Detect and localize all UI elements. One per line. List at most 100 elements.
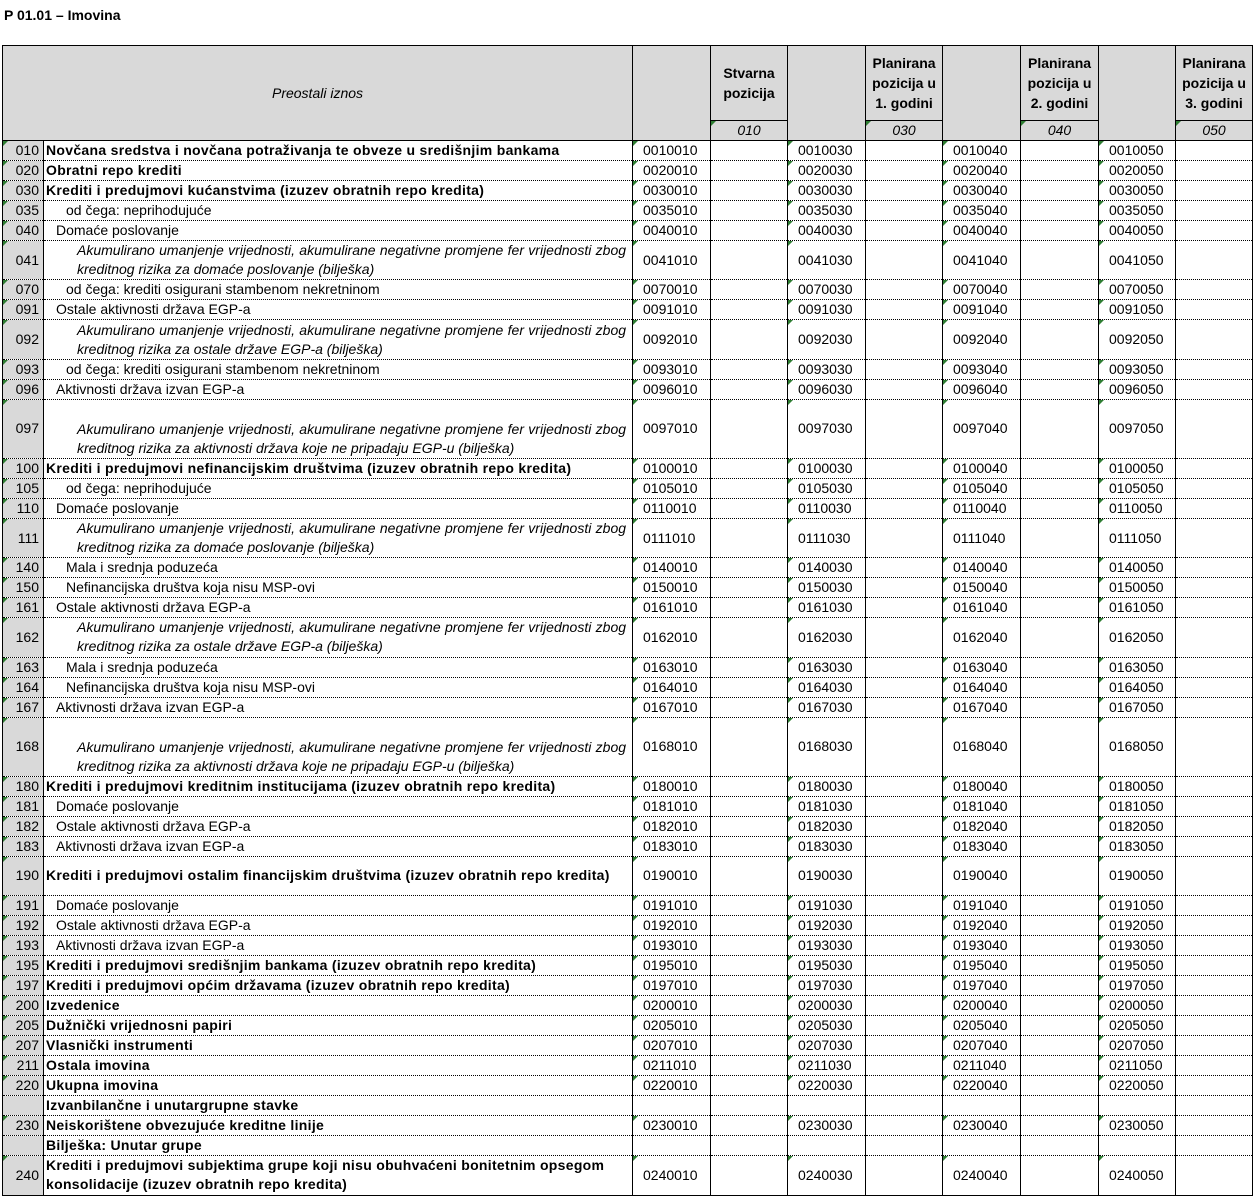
- value-cell: [1020, 319, 1100, 360]
- row-label: Akumulirano umanjenje vrijednosti, akumu…: [42, 617, 634, 658]
- value-cell: [710, 220, 789, 241]
- value-cell: [1020, 279, 1100, 301]
- cell-code: 0180010: [632, 776, 712, 797]
- cell-code: 0191050: [1098, 895, 1177, 917]
- cell-code: 0161040: [942, 597, 1022, 619]
- value-cell: [1020, 995, 1100, 1017]
- value-cell: [1175, 597, 1254, 619]
- value-cell: [710, 776, 789, 797]
- cell-code: 0040030: [787, 220, 867, 241]
- cell-code: 0111050: [1098, 518, 1177, 559]
- cell-blank: [1098, 1135, 1177, 1157]
- value-cell: [710, 180, 789, 201]
- cell-code: 0093050: [1098, 359, 1177, 380]
- value-cell: [710, 299, 789, 321]
- cell-code: 0167040: [942, 697, 1022, 718]
- table-row: 150 Nefinancijska društva koja nisu MSP-o…: [2, 577, 1254, 599]
- value-cell: [865, 697, 944, 718]
- table-row: 167 Aktivnosti država izvan EGP-a 0167010 0…: [2, 697, 1254, 718]
- header-code-column: [632, 45, 712, 141]
- table-row: 182 Ostale aktivnosti država EGP-a 0182010…: [2, 816, 1254, 837]
- cell-code: 0183030: [787, 836, 867, 857]
- cell-code: 0207040: [942, 1035, 1022, 1057]
- value-cell: [1020, 677, 1100, 698]
- row-number: 040: [2, 220, 44, 241]
- cell-code: 0097050: [1098, 399, 1177, 459]
- row-number: 182: [2, 816, 44, 837]
- cell-code: 0111040: [942, 518, 1022, 559]
- value-cell: [1020, 160, 1100, 181]
- header-code-column: [787, 45, 867, 141]
- value-cell: [710, 1035, 789, 1057]
- row-number: 181: [2, 796, 44, 817]
- cell-code: 0205040: [942, 1015, 1022, 1037]
- value-cell: [865, 717, 944, 777]
- cell-code: 0181050: [1098, 796, 1177, 817]
- cell-code: 0193030: [787, 935, 867, 957]
- row-label: Mala i srednja poduzeća: [42, 657, 634, 678]
- value-cell: [865, 796, 944, 817]
- value-cell: [865, 220, 944, 241]
- cell-code: 0240050: [1098, 1155, 1177, 1196]
- table-row: 240 Krediti i predujmovi subjektima grupe…: [2, 1155, 1254, 1196]
- row-label: Krediti i predujmovi nefinancijskim druš…: [42, 458, 634, 479]
- value-cell: [1175, 657, 1254, 678]
- cell-code: 0150010: [632, 577, 712, 599]
- value-cell: [1175, 299, 1254, 321]
- row-label: Aktivnosti država izvan EGP-a: [42, 379, 634, 400]
- value-cell: [1175, 816, 1254, 837]
- value-cell: [1175, 180, 1254, 201]
- row-label: od čega: krediti osigurani stambenom nek…: [42, 359, 634, 380]
- cell-code: 0093030: [787, 359, 867, 380]
- sheet-title: P 01.01 – Imovina: [4, 7, 121, 23]
- value-cell: [1020, 776, 1100, 797]
- cell-code: 0164040: [942, 677, 1022, 698]
- value-cell: [865, 1015, 944, 1037]
- cell-code: 0020030: [787, 160, 867, 181]
- cell-code: 0091030: [787, 299, 867, 321]
- cell-code: 0190010: [632, 856, 712, 897]
- cell-code: 0168050: [1098, 717, 1177, 777]
- cell-code: 0097030: [787, 399, 867, 459]
- value-cell: [865, 498, 944, 519]
- row-number: 192: [2, 915, 44, 937]
- value-cell: [865, 856, 944, 897]
- value-cell: [1020, 399, 1100, 459]
- cell-code: 0192010: [632, 915, 712, 937]
- cell-code: 0191030: [787, 895, 867, 917]
- value-cell: [1020, 796, 1100, 817]
- cell-code: 0030010: [632, 180, 712, 201]
- value-cell: [1020, 220, 1100, 241]
- cell-code: 0070050: [1098, 279, 1177, 301]
- row-label: Krediti i predujmovi kućanstvima (izuzev…: [42, 180, 634, 201]
- cell-code: 0010040: [942, 140, 1022, 161]
- cell-code: 0040050: [1098, 220, 1177, 241]
- value-cell: [1020, 597, 1100, 619]
- value-cell: [710, 240, 789, 281]
- row-label: Krediti i predujmovi kreditnim instituci…: [42, 776, 634, 797]
- value-cell: [1020, 717, 1100, 777]
- row-label: Ostale aktivnosti država EGP-a: [42, 299, 634, 321]
- value-cell: [1175, 140, 1254, 161]
- cell-code: 0230050: [1098, 1115, 1177, 1137]
- value-cell: [865, 577, 944, 599]
- table-row: 091 Ostale aktivnosti država EGP-a 0091010…: [2, 299, 1254, 321]
- table-row: 110 Domaće poslovanje 0110010 0110030 011004…: [2, 498, 1254, 519]
- cell-code: 0093010: [632, 359, 712, 380]
- cell-code: 0111010: [632, 518, 712, 559]
- value-cell: [1175, 240, 1254, 281]
- cell-code: 0190030: [787, 856, 867, 897]
- value-cell: [1020, 1055, 1100, 1077]
- value-cell: [710, 319, 789, 360]
- value-cell: [1020, 816, 1100, 837]
- value-cell: [710, 836, 789, 857]
- cell-code: 0097040: [942, 399, 1022, 459]
- table-row: 192 Ostale aktivnosti država EGP-a 0192010…: [2, 915, 1254, 937]
- value-cell: [710, 697, 789, 718]
- row-number: [2, 1095, 44, 1117]
- value-cell: [865, 200, 944, 221]
- row-number: 191: [2, 895, 44, 917]
- table-row: 197 Krediti i predujmovi općim državama (…: [2, 975, 1254, 997]
- column-code: 030: [865, 120, 944, 141]
